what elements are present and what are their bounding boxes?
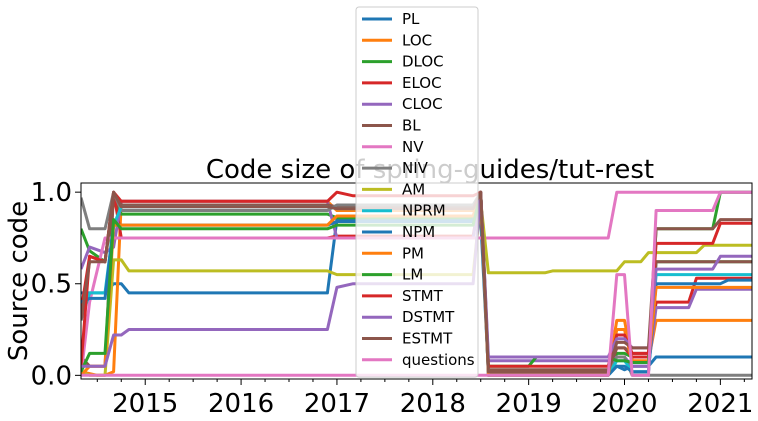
series-line-am: [81, 199, 752, 377]
axes: 2015 2016 2017 2018 2019 2020 2021 0.0 0.5 1.0: [31, 178, 754, 419]
x-tick-label: 2015: [112, 389, 178, 417]
legend-label: CLOC: [402, 95, 443, 113]
legend-label: PM: [402, 244, 424, 262]
legend-label: AM: [402, 180, 425, 198]
legend: PL LOC DLOC ELOC CLOC BL NV NIV AM NPRM NPM PM LM STM…: [355, 6, 479, 378]
legend-label: LM: [402, 266, 423, 284]
y-tick-label: 0.0: [31, 361, 72, 391]
legend-label: LOC: [402, 31, 432, 49]
y-axis-label: Source code: [4, 201, 34, 361]
x-tick-label: 2016: [208, 389, 274, 417]
legend-label: ELOC: [402, 74, 442, 92]
x-tick-label: 2019: [496, 389, 562, 417]
series-line-questions: [81, 190, 752, 377]
legend-label: NPM: [402, 223, 435, 241]
legend-label: BL: [402, 117, 421, 135]
y-tick-label: 1.0: [31, 178, 72, 208]
legend-label: NPRM: [402, 202, 446, 220]
legend-label: PL: [402, 10, 420, 28]
y-tick-label: 0.5: [31, 270, 72, 300]
x-tick-label: 2020: [591, 389, 657, 417]
legend-label: NV: [402, 138, 424, 156]
legend-box: [355, 6, 479, 378]
legend-label: NIV: [402, 159, 429, 177]
legend-label: STMT: [402, 287, 444, 305]
legend-label: questions: [402, 351, 475, 369]
legend-label: ESTMT: [402, 330, 453, 348]
plot-area: [81, 190, 752, 377]
legend-label: DLOC: [402, 53, 444, 71]
x-tick-label: 2017: [304, 389, 370, 417]
x-tick-label: 2018: [400, 389, 466, 417]
legend-label: DSTMT: [402, 308, 455, 326]
x-tick-label: 2021: [687, 389, 753, 417]
